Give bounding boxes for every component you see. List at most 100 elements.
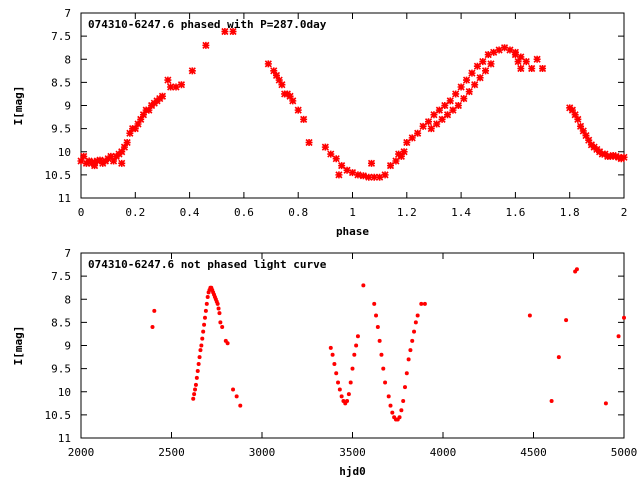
unphased-data-point bbox=[201, 329, 206, 334]
unphased-data-point bbox=[337, 387, 342, 392]
phased-data-point bbox=[289, 97, 297, 105]
unphased-data-point bbox=[196, 362, 201, 366]
phased-data-point bbox=[137, 115, 145, 123]
phased-x-tick-label: 0.4 bbox=[180, 206, 200, 219]
phased-data-point bbox=[367, 159, 376, 167]
phased-data-point bbox=[343, 166, 351, 174]
unphased-data-point bbox=[231, 387, 236, 392]
phased-data-point bbox=[305, 138, 313, 147]
phased-data-point bbox=[585, 136, 593, 144]
unphased-data-point bbox=[202, 322, 207, 327]
unphased-data-point bbox=[334, 371, 339, 376]
phased-data-point bbox=[131, 125, 139, 133]
phased-y-tick-label: 10.5 bbox=[45, 169, 72, 182]
unphased-data-point bbox=[195, 368, 200, 373]
phased-data-point bbox=[286, 92, 294, 100]
unphased-data-point bbox=[352, 352, 357, 357]
unphased-x-tick-label: 4500 bbox=[520, 446, 547, 459]
phased-data-point bbox=[139, 111, 148, 119]
phased-data-point bbox=[370, 173, 378, 181]
phased-data-point bbox=[495, 46, 503, 54]
unphased-data-point bbox=[556, 355, 561, 360]
phased-data-point bbox=[93, 157, 101, 165]
phased-x-tick-label: 1.8 bbox=[560, 206, 580, 219]
unphased-data-point bbox=[215, 301, 220, 306]
phased-data-point bbox=[278, 81, 286, 89]
phased-data-point bbox=[465, 88, 473, 96]
phased-data-point bbox=[123, 138, 131, 147]
unphased-data-point bbox=[401, 399, 406, 403]
phased-data-point bbox=[408, 134, 416, 142]
unphased-data-point bbox=[388, 403, 393, 408]
phased-data-point bbox=[568, 106, 576, 114]
phased-data-point bbox=[348, 168, 357, 177]
phased-data-point bbox=[392, 157, 400, 165]
unphased-data-point bbox=[192, 392, 197, 397]
phased-data-point bbox=[335, 171, 343, 179]
phased-data-point bbox=[479, 57, 487, 66]
phased-data-point bbox=[476, 74, 484, 82]
phased-data-point bbox=[468, 69, 476, 77]
unphased-data-point bbox=[348, 380, 353, 385]
unphased-data-point bbox=[198, 348, 203, 353]
phased-data-point bbox=[272, 71, 281, 80]
unphased-data-point bbox=[193, 387, 198, 392]
unphased-y-axis-label: I[mag] bbox=[12, 326, 25, 366]
phased-data-point bbox=[164, 76, 172, 84]
phased-data-point bbox=[221, 27, 229, 36]
unphased-data-point bbox=[150, 325, 155, 329]
unphased-data-point bbox=[383, 380, 388, 385]
phased-data-point bbox=[571, 111, 579, 119]
phased-data-point bbox=[264, 60, 272, 68]
phased-light-curve-panel: 7 7.5 8 8.5 9 9.5 10 10.5 11 0 0.2 0.4 0.6 0.8 1 1.2 1.… bbox=[12, 7, 628, 238]
phased-x-tick-label: 1.2 bbox=[397, 206, 417, 219]
phased-data-point bbox=[522, 57, 530, 66]
phased-data-point bbox=[354, 171, 362, 179]
phased-data-point bbox=[229, 27, 237, 36]
phased-data-point bbox=[419, 122, 427, 130]
phased-chart-title: 074310-6247.6 phased with P=287.0day bbox=[88, 18, 327, 31]
phased-x-tick-label: 0.6 bbox=[234, 206, 254, 219]
unphased-data-point bbox=[372, 301, 377, 306]
unphased-y-tick-label: 9 bbox=[64, 340, 71, 353]
phased-data-point bbox=[615, 153, 623, 161]
phased-data-point bbox=[490, 48, 498, 56]
unphased-data-point bbox=[377, 338, 382, 343]
phased-data-point bbox=[77, 157, 85, 165]
phased-data-point bbox=[91, 162, 99, 170]
unphased-data-point bbox=[527, 313, 532, 318]
phased-data-point bbox=[438, 115, 446, 123]
unphased-data-point bbox=[345, 399, 350, 403]
phased-y-tick-label: 9 bbox=[64, 100, 71, 113]
unphased-y-tick-label: 10 bbox=[58, 386, 71, 399]
unphased-data-point bbox=[402, 385, 407, 390]
phased-data-point bbox=[202, 41, 210, 49]
unphased-data-point bbox=[200, 336, 205, 341]
phased-data-point bbox=[582, 131, 590, 140]
unphased-data-point bbox=[220, 325, 225, 329]
phased-data-point bbox=[484, 51, 492, 59]
unphased-y-tick-label: 7 bbox=[64, 247, 71, 260]
phased-data-point bbox=[321, 143, 329, 151]
phased-data-point bbox=[609, 151, 617, 160]
phased-data-point bbox=[533, 55, 541, 63]
phased-data-point bbox=[177, 81, 186, 89]
unphased-data-point bbox=[355, 334, 360, 339]
phased-x-axis-label: phase bbox=[336, 225, 369, 238]
unphased-data-point bbox=[354, 343, 359, 348]
unphased-data-point bbox=[374, 313, 379, 318]
unphased-data-point bbox=[332, 362, 337, 366]
phased-data-point bbox=[538, 64, 547, 73]
unphased-light-curve-panel: 7 7.5 8 8.5 9 9.5 10 10.5 11 2000 2500 3000 3500 400… bbox=[12, 247, 637, 478]
phased-data-point bbox=[500, 44, 509, 52]
unphased-data-point bbox=[397, 415, 402, 420]
phased-data-point bbox=[172, 83, 180, 91]
unphased-data-point bbox=[205, 294, 210, 299]
phased-data-point bbox=[462, 76, 471, 84]
unphased-x-axis: 2000 2500 3000 3500 4000 4500 5000 bbox=[68, 253, 637, 459]
phased-data-point bbox=[120, 143, 129, 151]
unphased-data-point bbox=[197, 355, 202, 360]
unphased-chart-title: 074310-6247.6 not phased light curve bbox=[88, 258, 327, 271]
phased-data-point bbox=[449, 106, 457, 114]
